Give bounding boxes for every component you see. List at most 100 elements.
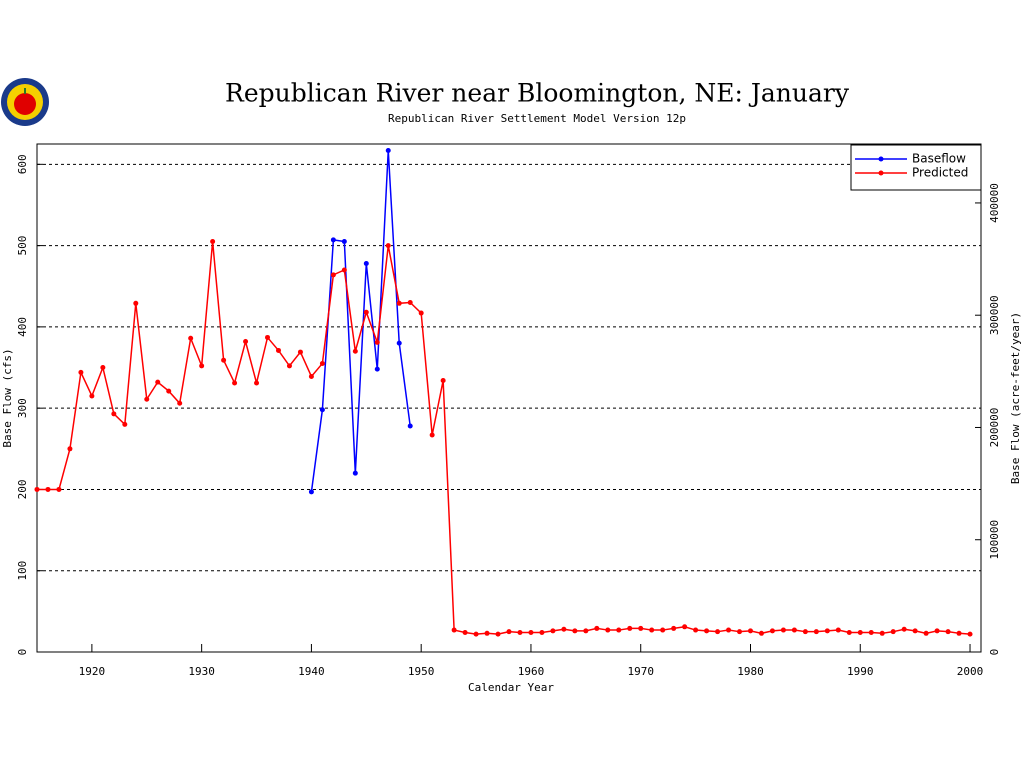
y2-axis-label: Base Flow (acre-feet/year) xyxy=(1009,312,1022,484)
data-point xyxy=(297,349,303,355)
data-point xyxy=(879,630,885,636)
data-point xyxy=(286,363,292,369)
data-point xyxy=(177,400,183,406)
y-tick-label: 300 xyxy=(16,398,29,418)
chart-title: Republican River near Bloomington, NE: J… xyxy=(225,79,850,108)
data-point xyxy=(221,357,227,363)
data-point xyxy=(210,239,216,245)
data-point xyxy=(144,396,150,402)
data-point xyxy=(923,630,929,636)
data-point xyxy=(243,339,249,345)
chart-subtitle: Republican River Settlement Model Versio… xyxy=(388,112,686,125)
data-point xyxy=(352,470,358,476)
data-point xyxy=(660,627,666,633)
data-point xyxy=(363,260,369,266)
data-point xyxy=(330,237,336,243)
data-point xyxy=(363,309,369,315)
data-point xyxy=(34,486,40,492)
data-point xyxy=(671,625,677,631)
data-point xyxy=(616,627,622,633)
x-tick-label: 1980 xyxy=(737,665,764,678)
data-point xyxy=(352,348,358,354)
series-line xyxy=(310,150,411,492)
data-point xyxy=(319,360,325,366)
data-point xyxy=(232,380,238,386)
data-point xyxy=(451,627,457,633)
data-point xyxy=(484,630,490,636)
data-point xyxy=(429,432,435,438)
data-point xyxy=(901,626,907,632)
data-point xyxy=(528,629,534,635)
data-point xyxy=(166,388,172,394)
data-point xyxy=(835,627,841,633)
data-point xyxy=(275,347,281,353)
data-point xyxy=(682,624,688,630)
data-point xyxy=(857,629,863,635)
legend-box xyxy=(850,144,982,191)
data-point xyxy=(199,363,205,369)
data-point xyxy=(627,625,633,631)
x-tick-label: 2000 xyxy=(957,665,984,678)
legend-marker xyxy=(878,170,884,176)
data-point xyxy=(934,628,940,634)
data-point xyxy=(407,423,413,429)
data-point xyxy=(912,628,918,634)
data-point xyxy=(56,486,62,492)
data-point xyxy=(813,629,819,635)
x-tick-label: 1970 xyxy=(627,665,654,678)
data-point xyxy=(188,335,194,341)
data-point xyxy=(374,339,380,345)
data-point xyxy=(605,627,611,633)
legend-label: Baseflow xyxy=(912,152,966,166)
data-point xyxy=(890,629,896,635)
data-point xyxy=(111,411,117,417)
data-point xyxy=(715,629,721,635)
data-point xyxy=(956,630,962,636)
data-point xyxy=(495,631,501,637)
logo xyxy=(1,78,49,126)
data-point xyxy=(967,631,973,637)
x-tick-label: 1940 xyxy=(298,665,325,678)
y-tick-label: 500 xyxy=(16,236,29,256)
data-point xyxy=(385,148,391,154)
series-line xyxy=(37,241,971,635)
data-point xyxy=(462,629,468,635)
data-point xyxy=(846,629,852,635)
data-point xyxy=(418,310,424,316)
data-point xyxy=(308,373,314,379)
data-point xyxy=(726,627,732,633)
data-point xyxy=(396,340,402,346)
y-tick-label: 400 xyxy=(16,317,29,337)
data-point xyxy=(385,243,391,249)
data-point xyxy=(308,489,314,495)
data-point xyxy=(868,629,874,635)
data-point xyxy=(407,299,413,305)
y-tick-label: 100 xyxy=(16,561,29,581)
data-point xyxy=(330,272,336,278)
data-point xyxy=(780,627,786,633)
data-point xyxy=(155,379,161,385)
x-tick-label: 1950 xyxy=(408,665,435,678)
data-point xyxy=(341,267,347,273)
data-point xyxy=(737,629,743,635)
x-tick-label: 1960 xyxy=(518,665,545,678)
data-point xyxy=(254,380,260,386)
data-point xyxy=(265,334,271,340)
data-point xyxy=(89,393,95,399)
data-point xyxy=(945,629,951,635)
data-point xyxy=(473,631,479,637)
data-point xyxy=(341,239,347,245)
data-point xyxy=(583,628,589,634)
data-point xyxy=(100,365,106,371)
data-point xyxy=(440,378,446,384)
data-point xyxy=(319,407,325,413)
data-point xyxy=(791,627,797,633)
data-point xyxy=(396,300,402,306)
data-point xyxy=(374,366,380,372)
x-tick-label: 1920 xyxy=(79,665,106,678)
data-point xyxy=(67,446,73,452)
y-axis-label: Base Flow (cfs) xyxy=(1,348,14,447)
data-point xyxy=(769,628,775,634)
data-point xyxy=(758,630,764,636)
